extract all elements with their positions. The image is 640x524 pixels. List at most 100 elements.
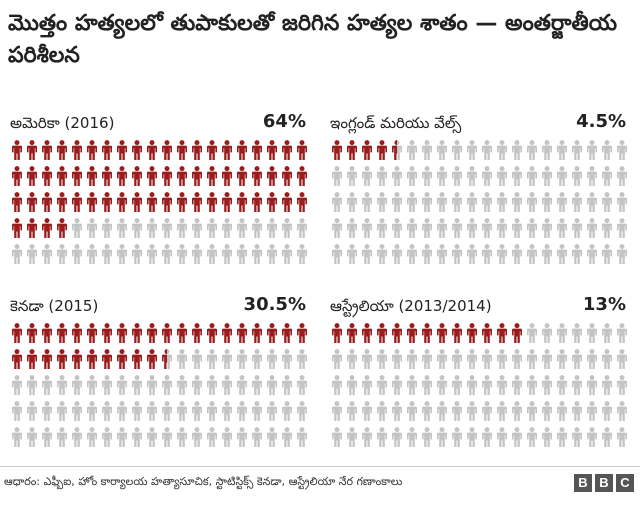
person-icon xyxy=(147,166,157,186)
person-icon xyxy=(177,401,187,421)
person-icon xyxy=(332,140,342,160)
person-icon xyxy=(557,166,567,186)
person-icon xyxy=(12,218,22,238)
person-icon xyxy=(237,192,247,212)
person-icon xyxy=(12,192,22,212)
person-icon xyxy=(192,375,202,395)
person-icon xyxy=(527,244,537,264)
person-icon xyxy=(207,375,217,395)
person-icon xyxy=(422,192,432,212)
person-icon xyxy=(482,401,492,421)
person-icon xyxy=(452,349,462,369)
person-icon xyxy=(467,323,477,343)
person-icon xyxy=(72,218,82,238)
person-icon xyxy=(207,401,217,421)
person-icon xyxy=(377,192,387,212)
person-icon xyxy=(527,323,537,343)
person-icon xyxy=(117,323,127,343)
person-icon xyxy=(117,218,127,238)
person-icon xyxy=(347,323,357,343)
person-icon xyxy=(57,244,67,264)
person-icon xyxy=(542,349,552,369)
person-icon xyxy=(162,166,172,186)
person-icon xyxy=(527,218,537,238)
person-icon xyxy=(117,401,127,421)
person-icon xyxy=(362,192,372,212)
person-icon xyxy=(87,192,97,212)
pictogram-grid xyxy=(332,140,627,264)
person-icon xyxy=(497,166,507,186)
person-icon xyxy=(392,192,402,212)
person-icon xyxy=(207,244,217,264)
bbc-logo-letter: B xyxy=(574,474,592,492)
person-icon xyxy=(57,349,67,369)
person-icon xyxy=(587,349,597,369)
person-icon xyxy=(162,427,172,447)
person-icon xyxy=(222,427,232,447)
person-icon xyxy=(497,427,507,447)
person-icon xyxy=(72,192,82,212)
person-icon xyxy=(407,192,417,212)
person-icon xyxy=(87,375,97,395)
person-icon xyxy=(297,218,307,238)
person-icon xyxy=(252,401,262,421)
person-icon xyxy=(392,401,402,421)
person-icon xyxy=(12,401,22,421)
person-icon xyxy=(282,349,292,369)
person-icon xyxy=(237,323,247,343)
person-icon xyxy=(587,218,597,238)
person-icon xyxy=(267,323,277,343)
person-icon xyxy=(207,218,217,238)
person-icon xyxy=(527,401,537,421)
person-icon xyxy=(602,140,612,160)
person-icon xyxy=(87,349,97,369)
person-icon xyxy=(407,140,417,160)
person-icon xyxy=(102,375,112,395)
person-icon xyxy=(332,323,342,343)
person-icon xyxy=(332,427,342,447)
person-icon xyxy=(147,427,157,447)
person-icon xyxy=(482,375,492,395)
person-icon xyxy=(207,349,217,369)
person-icon xyxy=(362,349,372,369)
person-icon xyxy=(267,140,277,160)
person-icon xyxy=(587,375,597,395)
person-icon xyxy=(207,140,217,160)
person-icon xyxy=(347,140,357,160)
person-icon xyxy=(222,323,232,343)
bbc-logo-letter: C xyxy=(616,474,634,492)
person-icon xyxy=(512,375,522,395)
person-icon xyxy=(602,166,612,186)
person-icon xyxy=(437,427,447,447)
person-icon xyxy=(437,401,447,421)
person-icon xyxy=(392,323,402,343)
person-icon xyxy=(27,323,37,343)
person-icon xyxy=(57,323,67,343)
person-icon xyxy=(542,192,552,212)
person-icon xyxy=(297,192,307,212)
person-icon xyxy=(117,244,127,264)
person-icon xyxy=(617,192,627,212)
person-icon xyxy=(437,140,447,160)
person-icon xyxy=(332,192,342,212)
person-icon xyxy=(12,166,22,186)
person-icon xyxy=(297,244,307,264)
person-icon xyxy=(332,375,342,395)
person-icon xyxy=(252,244,262,264)
person-icon xyxy=(452,218,462,238)
person-icon xyxy=(237,375,247,395)
person-icon xyxy=(42,192,52,212)
person-icon xyxy=(407,244,417,264)
person-icon xyxy=(347,401,357,421)
person-icon xyxy=(392,218,402,238)
person-icon xyxy=(497,375,507,395)
person-icon xyxy=(437,244,447,264)
person-icon xyxy=(42,401,52,421)
person-icon xyxy=(557,323,567,343)
person-icon xyxy=(147,192,157,212)
person-icon xyxy=(467,401,477,421)
person-icon xyxy=(132,166,142,186)
person-icon xyxy=(42,375,52,395)
person-icon xyxy=(407,323,417,343)
person-icon xyxy=(422,349,432,369)
